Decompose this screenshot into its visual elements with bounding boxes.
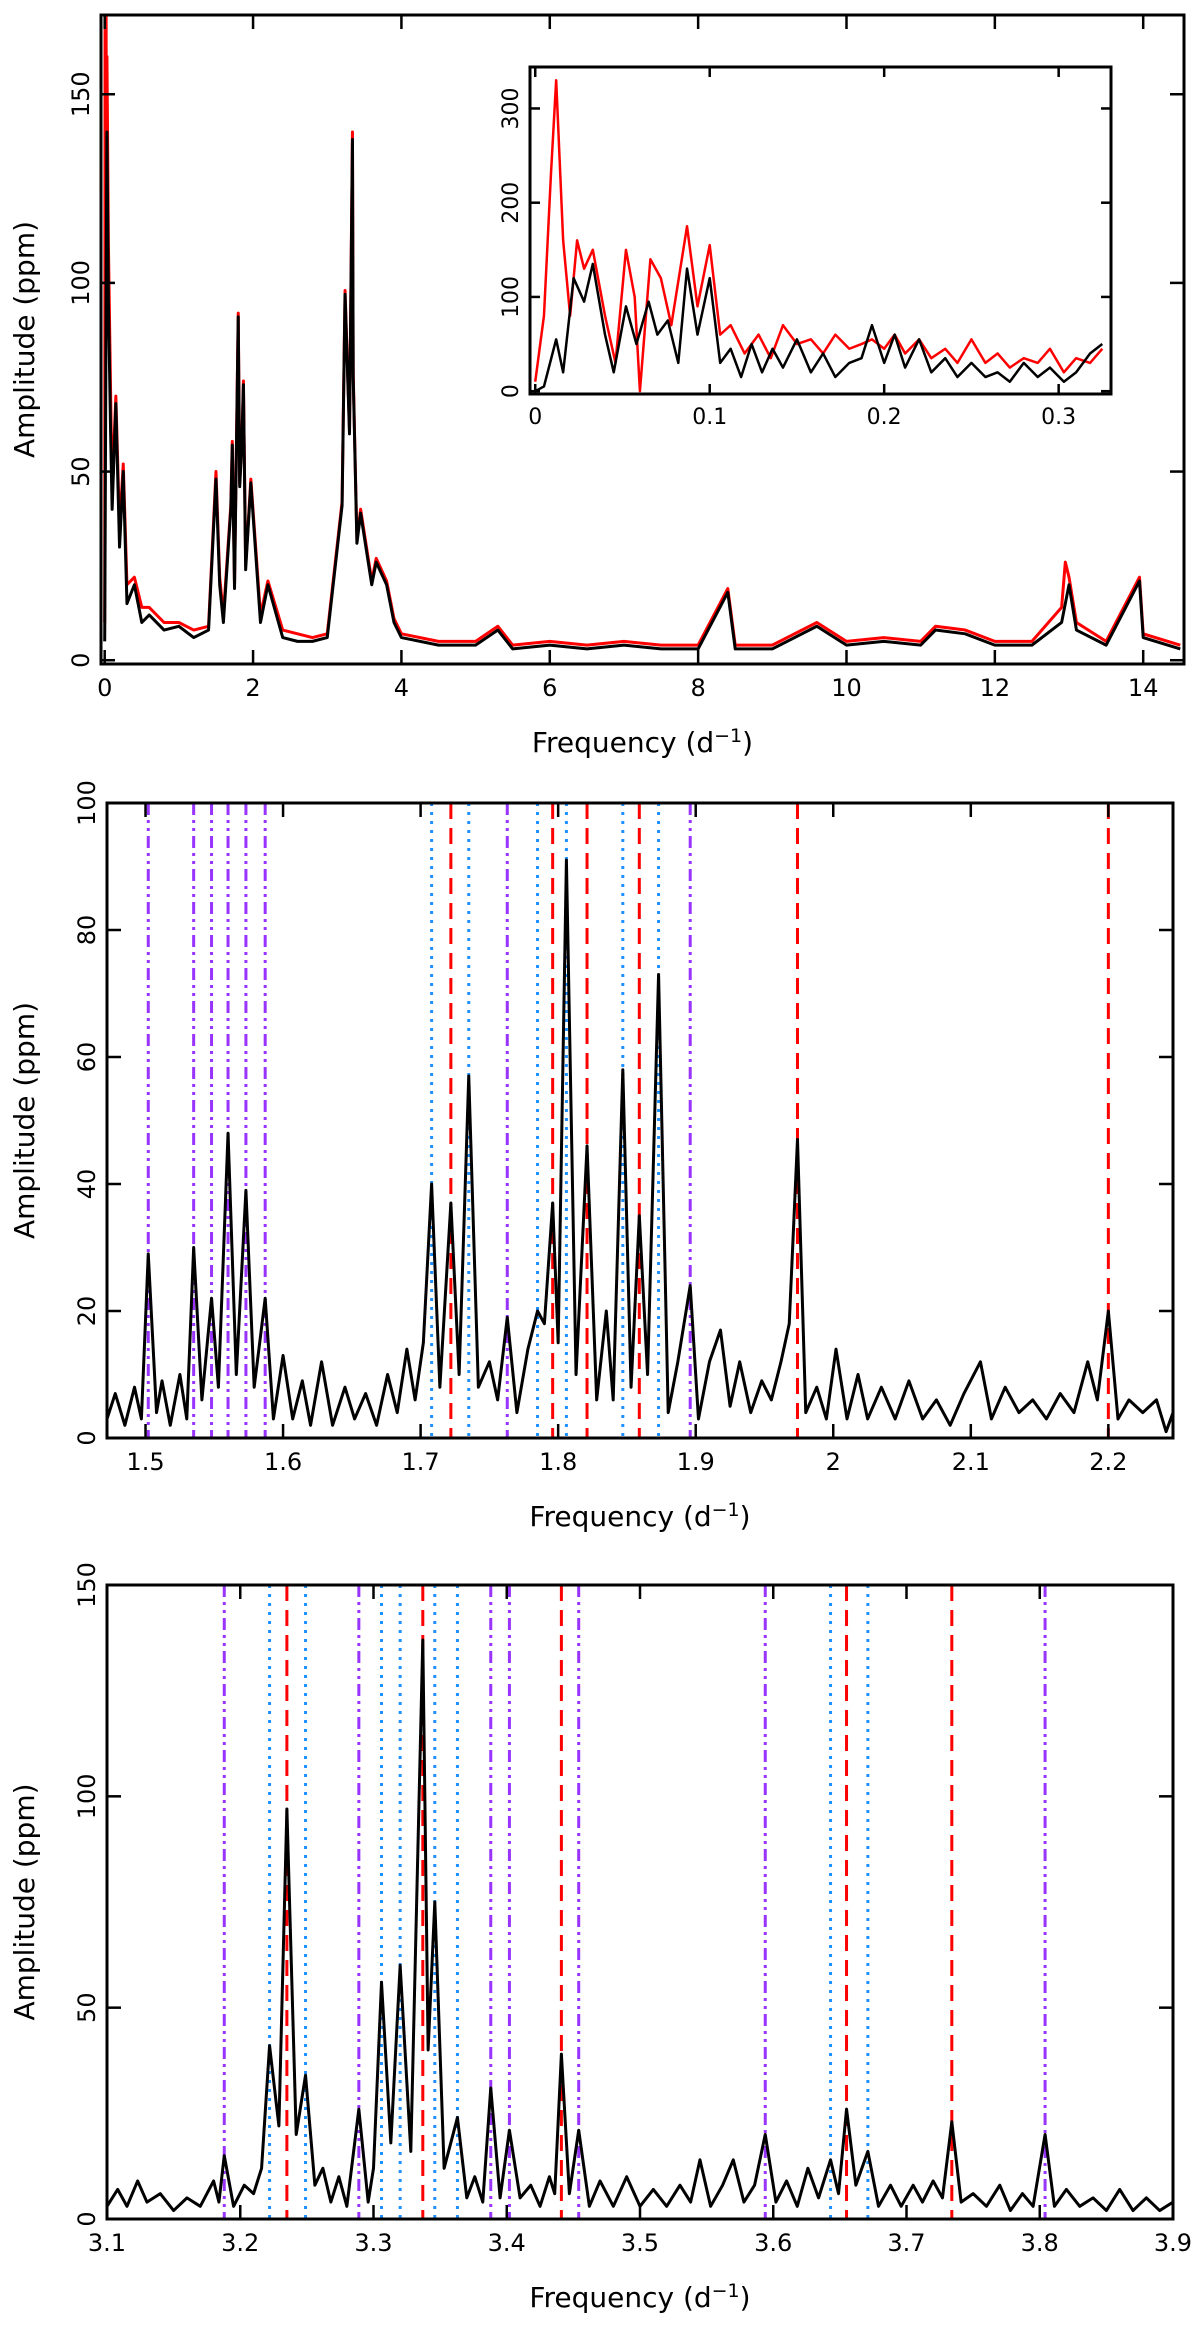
x-tick-label: 1.6 [264, 1448, 302, 1476]
x-tick-label: 3.6 [754, 2229, 792, 2257]
x-label-tail: ) [740, 2281, 751, 2314]
y-axis-label: Amplitude (ppm) [8, 221, 41, 458]
y-tick-label: 100 [73, 780, 101, 826]
axes-frame [105, 1583, 1175, 2221]
x-tick-label: 6 [542, 674, 557, 702]
y-tick-label: 0 [67, 653, 95, 668]
x-tick-label: 1.9 [677, 1448, 715, 1476]
x-tick-label: 3.9 [1154, 2229, 1192, 2257]
y-tick-label: 50 [73, 1992, 101, 2023]
x-tick-label: 1.7 [402, 1448, 440, 1476]
y-tick-label: 100 [73, 1773, 101, 1819]
plot-area [530, 67, 1111, 394]
x-tick-label: 2 [245, 674, 260, 702]
y-axis-label: Amplitude (ppm) [8, 1002, 41, 1239]
x-tick-label: 3.1 [88, 2229, 126, 2257]
spectrum-line [107, 858, 1173, 1434]
x-tick-label: 3.3 [354, 2229, 392, 2257]
x-label-sup: −1 [712, 2280, 740, 2302]
x-tick-label: 4 [394, 674, 409, 702]
x-tick-label: 3.5 [621, 2229, 659, 2257]
x-tick-label: 0.1 [692, 405, 727, 430]
y-tick-label: 100 [67, 260, 95, 306]
x-tick-label: 2.2 [1089, 1448, 1127, 1476]
x-tick-label: 2 [826, 1448, 841, 1476]
x-label-tail: ) [742, 726, 753, 759]
spectrum-line [534, 262, 1104, 393]
y-tick-label: 40 [73, 1169, 101, 1200]
x-tick-label: 14 [1128, 674, 1159, 702]
y-tick-label: 0 [73, 2211, 101, 2226]
x-label-sup: −1 [712, 1499, 740, 1521]
spectrum-line [103, 130, 1181, 651]
x-tick-label: 0 [97, 674, 112, 702]
axes-frame [528, 65, 1113, 396]
x-tick-label: 1.8 [539, 1448, 577, 1476]
plot-area [107, 803, 1173, 1438]
x-axis-label: Frequency (d−1) [532, 725, 753, 759]
y-tick-label: 60 [73, 1042, 101, 1073]
y-tick-label: 100 [499, 276, 524, 318]
spectrum-line [107, 1638, 1173, 2213]
x-tick-label: 8 [690, 674, 705, 702]
x-axis-label: Frequency (d−1) [529, 1499, 750, 1533]
axes-frame [105, 801, 1175, 1440]
x-tick-label: 0.3 [1041, 405, 1076, 430]
x-label-sup: −1 [714, 725, 742, 747]
y-tick-label: 300 [499, 87, 524, 129]
x-tick-label: 0 [528, 405, 542, 430]
plot-area [103, 15, 1181, 651]
x-tick-label: 3.8 [1021, 2229, 1059, 2257]
x-axis-label: Frequency (d−1) [529, 2280, 750, 2314]
y-tick-label: 20 [73, 1296, 101, 1327]
x-tick-label: 0.2 [867, 405, 902, 430]
x-tick-label: 12 [980, 674, 1011, 702]
y-tick-label: 0 [73, 1430, 101, 1445]
y-axis-label: Amplitude (ppm) [8, 1783, 41, 2020]
y-tick-label: 150 [73, 1562, 101, 1608]
x-tick-label: 3.4 [488, 2229, 526, 2257]
y-tick-label: 150 [67, 71, 95, 117]
x-label-text: Frequency (d [532, 726, 714, 759]
x-label-text: Frequency (d [529, 1500, 711, 1533]
axes-frame [99, 13, 1186, 666]
x-label-text: Frequency (d [529, 2281, 711, 2314]
plot-area [107, 1585, 1173, 2219]
x-label-tail: ) [740, 1500, 751, 1533]
x-tick-label: 3.7 [887, 2229, 925, 2257]
x-tick-label: 2.1 [952, 1448, 990, 1476]
inset-bg [530, 67, 1111, 394]
y-tick-label: 0 [499, 384, 524, 398]
y-tick-label: 50 [67, 456, 95, 487]
y-tick-label: 200 [499, 182, 524, 224]
spectrum-line [533, 78, 1104, 393]
x-tick-label: 10 [831, 674, 862, 702]
x-tick-label: 1.5 [126, 1448, 164, 1476]
x-tick-label: 3.2 [221, 2229, 259, 2257]
y-tick-label: 80 [73, 915, 101, 946]
